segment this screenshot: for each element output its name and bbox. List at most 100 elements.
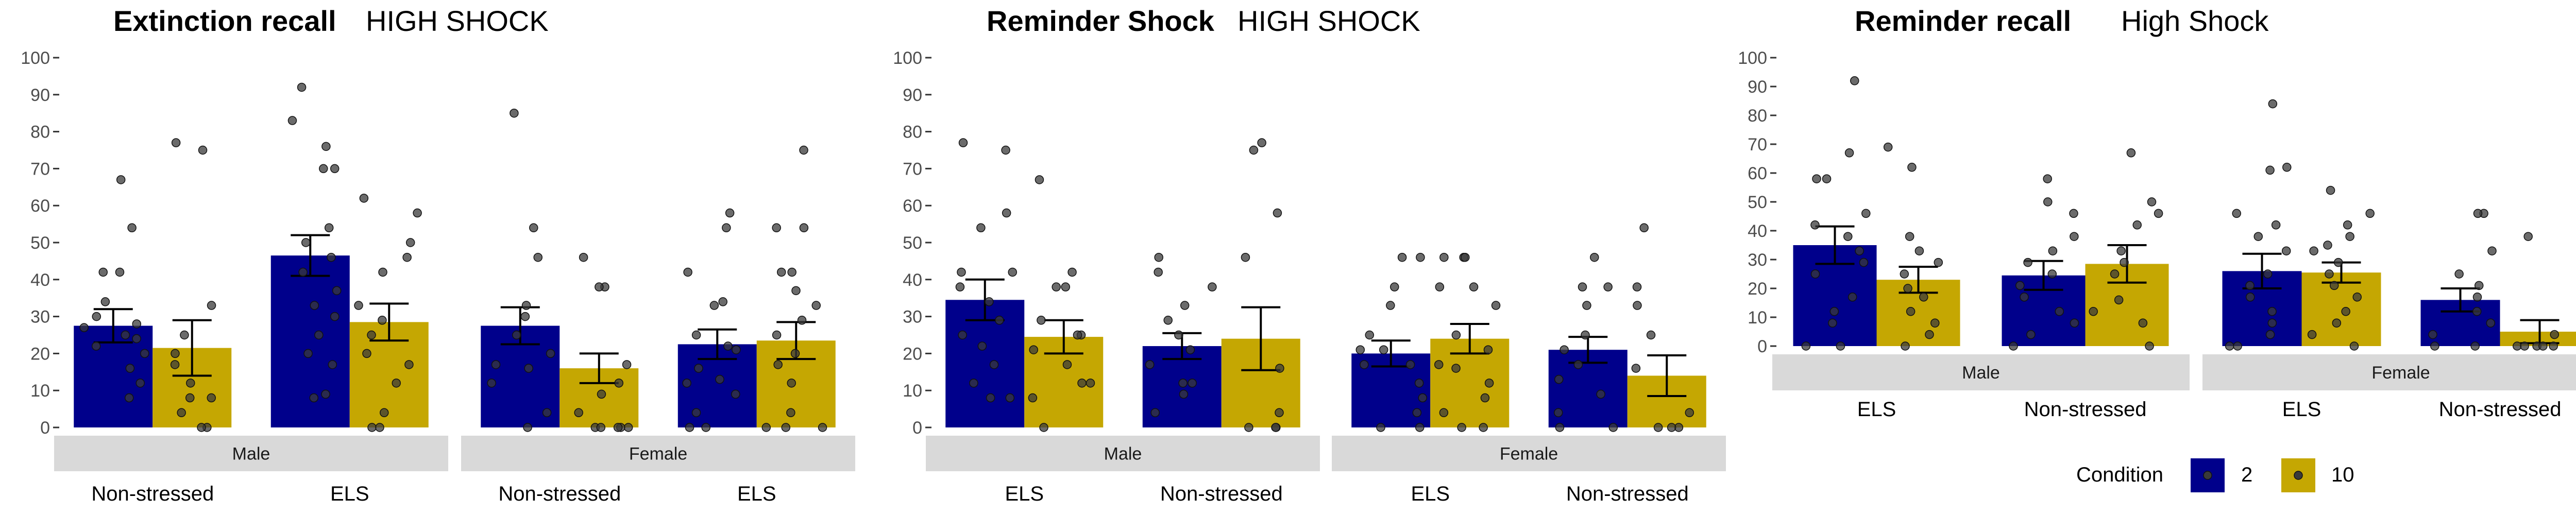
data-point <box>1365 330 1375 340</box>
data-point <box>2430 341 2439 351</box>
y-tick-label: 100 <box>21 48 50 68</box>
data-point <box>2009 341 2018 351</box>
data-point <box>127 223 137 233</box>
legend-label: 10 <box>2331 464 2354 486</box>
data-point <box>976 223 986 233</box>
chart-title: Reminder Shock <box>987 5 1215 37</box>
data-point <box>1844 148 1854 158</box>
facet-strip-label: Male <box>1962 363 2000 383</box>
panel-male: Male ELS Non-stressed <box>1772 76 2190 421</box>
data-point <box>596 423 606 432</box>
data-point <box>722 223 731 233</box>
data-point <box>772 330 782 340</box>
data-point <box>2549 341 2558 351</box>
data-point <box>786 408 795 418</box>
y-tick-label: 40 <box>903 270 922 290</box>
x-category-label: Non-stressed <box>2439 398 2562 421</box>
data-point <box>1906 307 1916 316</box>
facet-strip <box>461 436 855 471</box>
data-point <box>92 312 101 321</box>
data-point <box>2472 293 2482 302</box>
data-point <box>1379 345 1388 354</box>
data-point <box>378 267 387 277</box>
data-point <box>512 330 521 340</box>
data-point <box>1008 267 1017 277</box>
x-category-label: ELS <box>330 483 369 505</box>
data-point <box>1052 282 1061 291</box>
data-point <box>1005 393 1015 403</box>
panel-male: Male Non-stressed ELS <box>54 82 448 505</box>
facet-strip <box>1772 354 2190 390</box>
bar <box>270 255 350 427</box>
data-point <box>1914 246 1924 255</box>
data-point <box>1416 252 1425 262</box>
data-point <box>2114 295 2124 305</box>
y-tick-label: 80 <box>30 123 50 142</box>
data-point <box>1554 374 1564 384</box>
y-tick-label: 80 <box>903 123 922 142</box>
x-category-label: ELS <box>2282 398 2321 421</box>
data-point <box>171 138 181 147</box>
data-point <box>362 349 371 358</box>
data-point <box>2245 293 2255 302</box>
data-point <box>1163 316 1173 325</box>
data-point <box>574 408 583 418</box>
data-point <box>170 360 180 369</box>
data-point <box>392 379 401 388</box>
data-point <box>314 330 324 340</box>
data-point <box>2015 281 2025 290</box>
data-point <box>2487 246 2497 255</box>
x-category-label: ELS <box>737 483 776 505</box>
data-point <box>115 267 125 277</box>
panel-male: Male ELS Non-stressed <box>926 138 1320 505</box>
data-point <box>2043 197 2053 207</box>
data-point <box>186 379 195 388</box>
facet-strip-label: Female <box>629 444 687 464</box>
y-tick-label: 20 <box>30 344 50 364</box>
data-point <box>1901 341 1910 351</box>
x-category-label: Non-stressed <box>1566 483 1689 505</box>
y-tick-label: 50 <box>1748 193 1767 212</box>
data-point <box>524 364 533 373</box>
data-point <box>2026 330 2036 339</box>
data-point <box>797 316 807 325</box>
data-point <box>2365 209 2375 218</box>
data-point <box>2267 307 2277 316</box>
chart-title: Extinction recall <box>113 5 336 37</box>
data-point <box>378 316 387 325</box>
data-point <box>1930 318 1940 328</box>
data-point <box>776 267 786 277</box>
data-point <box>1829 307 1839 316</box>
data-point <box>1249 145 1259 155</box>
y-tick-label: 80 <box>1748 106 1767 126</box>
data-point <box>781 423 791 432</box>
data-point <box>91 341 101 351</box>
chart-subtitle: HIGH SHOCK <box>1238 5 1420 37</box>
data-point <box>995 316 1004 325</box>
data-point <box>1639 223 1649 233</box>
data-point <box>1582 301 1591 310</box>
y-tick-label: 0 <box>40 418 50 438</box>
data-point <box>1397 252 1407 262</box>
data-point <box>321 142 331 151</box>
data-point <box>1578 282 1587 291</box>
data-point <box>731 389 740 399</box>
data-point <box>310 301 319 310</box>
x-category-label: ELS <box>1857 398 1896 421</box>
data-point <box>682 379 691 388</box>
data-point <box>597 389 606 399</box>
data-point <box>298 267 308 277</box>
data-point <box>1685 408 1694 418</box>
y-tick-label: 40 <box>30 270 50 290</box>
data-point <box>405 238 415 247</box>
data-point <box>2267 318 2277 328</box>
data-point <box>533 252 543 262</box>
data-point <box>2472 307 2482 316</box>
data-point <box>1848 293 1857 302</box>
data-point <box>614 379 623 388</box>
legend-label: 2 <box>2241 464 2252 486</box>
data-point <box>715 374 724 384</box>
data-point <box>1439 252 1449 262</box>
data-point <box>1061 282 1071 291</box>
facet-strip <box>926 436 1320 471</box>
